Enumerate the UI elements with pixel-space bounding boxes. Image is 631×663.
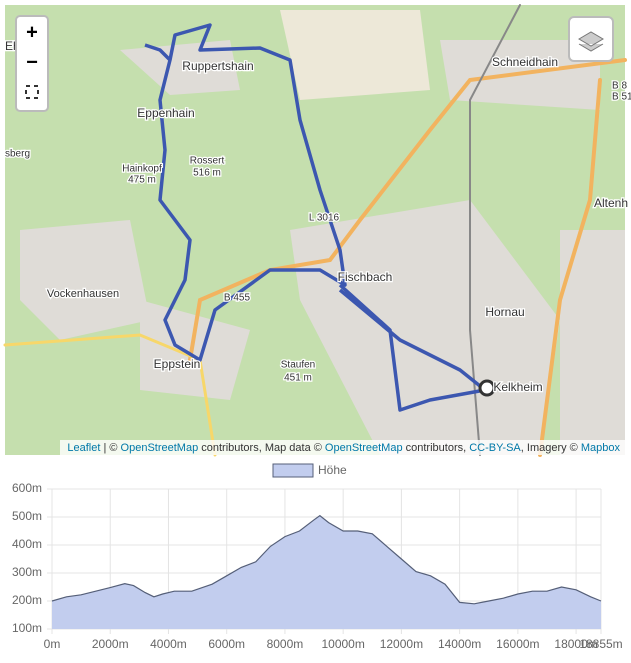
x-tick-label: 18000m [554, 637, 597, 651]
place-label: Hornau [485, 305, 524, 319]
route [144, 23, 487, 412]
attribution-box [60, 440, 625, 455]
position-marker [478, 379, 496, 397]
fullscreen[interactable] [25, 85, 39, 99]
attribution-link[interactable]: Leaflet [67, 442, 100, 454]
legend-swatch [272, 463, 314, 478]
elevation-line [51, 514, 602, 605]
place-label: 475 m [128, 175, 156, 186]
place-label: B 8 [612, 81, 627, 92]
y-tick-label: 600m [12, 481, 42, 495]
x-tick-label: 14000m [438, 637, 481, 651]
elevation-area [52, 515, 601, 629]
y-tick-label: 400m [12, 537, 42, 551]
y-tick-label: 300m [12, 565, 42, 579]
place-label: Kelkheim [493, 380, 542, 394]
layers-icon [578, 31, 604, 52]
place-label: 451 m [284, 373, 312, 384]
place-label: sberg [5, 149, 30, 160]
attribution-text: contributors, Map data © [198, 442, 325, 454]
x-tick-label: 18855m [579, 637, 622, 651]
zoom-box [15, 15, 49, 112]
x-tick-label: 2000m [92, 637, 129, 651]
x-tick-label: 8000m [267, 637, 304, 651]
place-label: Vockenhausen [47, 288, 119, 300]
layers-control[interactable] [568, 16, 614, 62]
y-tick-label: 500m [12, 509, 42, 523]
place-label: Hainkopf [122, 164, 162, 175]
attribution-text: | © [100, 442, 120, 454]
x-tick-label: 6000m [208, 637, 245, 651]
x-tick-label: 12000m [380, 637, 423, 651]
place-label: 516 m [193, 168, 221, 179]
attribution: Leaflet | © OpenStreetMap contributors, … [67, 442, 620, 454]
x-tick-label: 0m [44, 637, 61, 651]
place-label: Ruppertshain [182, 59, 253, 73]
attribution-link[interactable]: CC-BY-SA [469, 442, 521, 454]
place-label: L 3016 [309, 213, 340, 224]
place-label: Eppenhain [137, 106, 194, 120]
x-tick-label: 10000m [321, 637, 364, 651]
attribution-link[interactable]: Mapbox [581, 442, 621, 454]
zoom-control: + − [15, 15, 49, 112]
legend-label: Höhe [318, 463, 347, 477]
zoom-out[interactable]: − [26, 51, 38, 73]
place-label: B 455 [224, 293, 251, 304]
place-label: Schneidhain [492, 55, 558, 69]
x-tick-label: 4000m [150, 637, 187, 651]
attribution-link[interactable]: OpenStreetMap [121, 442, 199, 454]
attribution-link[interactable]: OpenStreetMap [325, 442, 403, 454]
place-label: B 51 [612, 92, 631, 103]
place-label: Altenh [594, 196, 628, 210]
attribution-text: contributors, [403, 442, 470, 454]
place-label: Fischbach [338, 270, 393, 284]
y-tick-label: 200m [12, 593, 42, 607]
y-tick-label: 100m [12, 621, 42, 635]
place-label: Rossert [190, 156, 225, 167]
place-label: Staufen [281, 360, 315, 371]
attribution-text: , Imagery © [521, 442, 581, 454]
place-label: Eppstein [154, 357, 201, 371]
x-tick-label: 16000m [496, 637, 539, 651]
zoom-in[interactable]: + [26, 21, 38, 43]
